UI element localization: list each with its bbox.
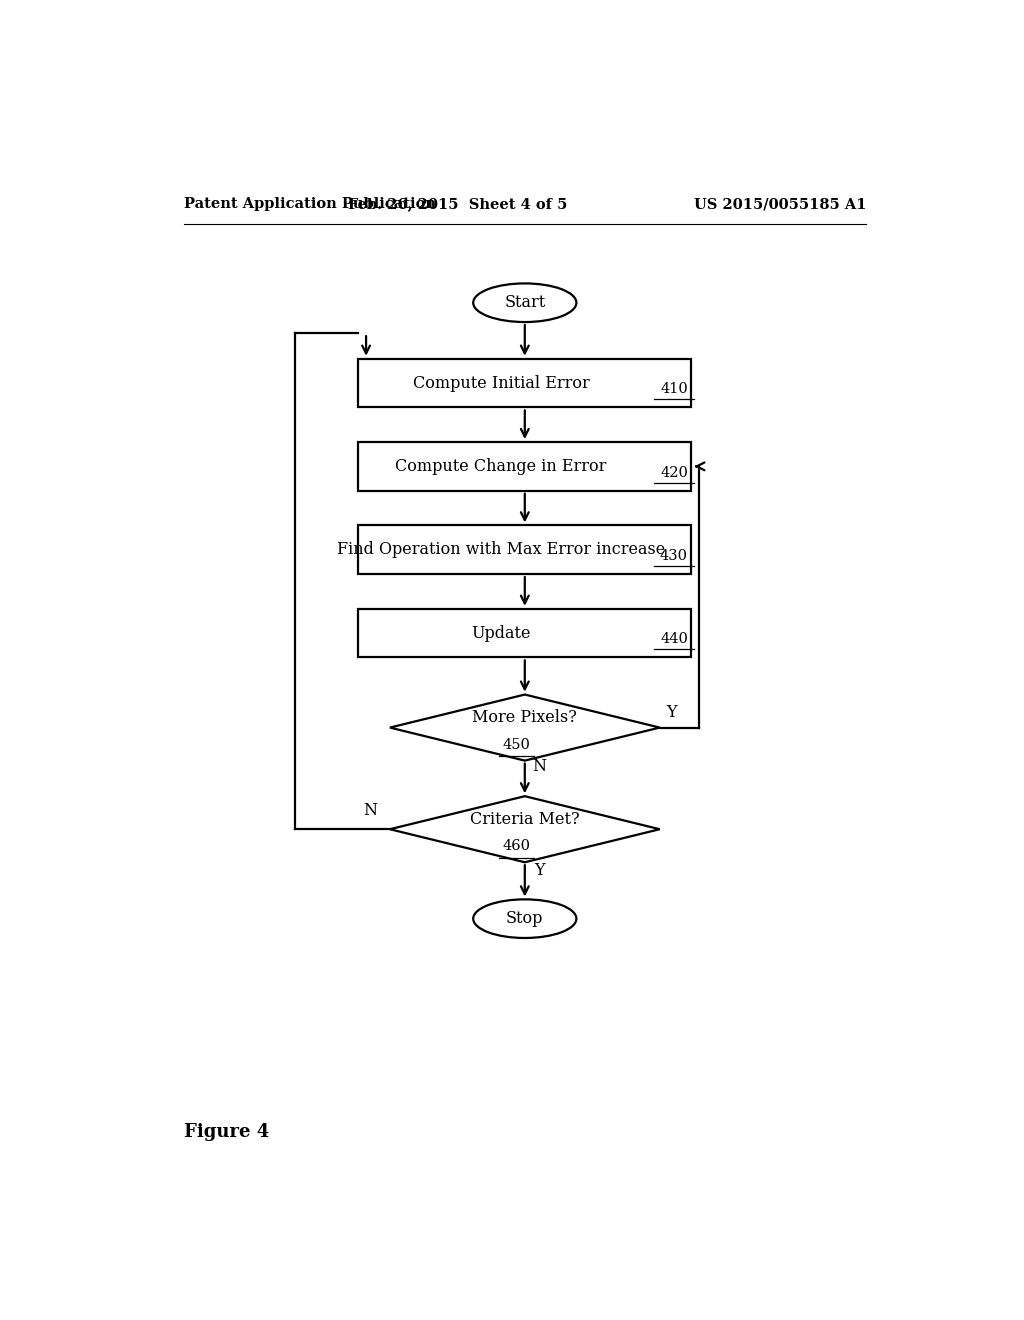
Text: Patent Application Publication: Patent Application Publication: [183, 197, 435, 211]
Text: Compute Change in Error: Compute Change in Error: [395, 458, 606, 475]
Bar: [358, 525, 691, 574]
Text: Feb. 26, 2015  Sheet 4 of 5: Feb. 26, 2015 Sheet 4 of 5: [348, 197, 567, 211]
Ellipse shape: [473, 899, 577, 939]
Bar: [358, 442, 691, 491]
Text: Start: Start: [504, 294, 546, 312]
Bar: [358, 359, 691, 408]
Text: Stop: Stop: [506, 911, 544, 927]
Text: 440: 440: [660, 632, 688, 647]
Text: Y: Y: [667, 704, 677, 721]
Text: 410: 410: [660, 383, 688, 396]
Text: Figure 4: Figure 4: [183, 1123, 269, 1140]
Text: N: N: [364, 803, 377, 820]
Ellipse shape: [473, 284, 577, 322]
Text: More Pixels?: More Pixels?: [472, 709, 578, 726]
Text: Criteria Met?: Criteria Met?: [470, 810, 580, 828]
Text: US 2015/0055185 A1: US 2015/0055185 A1: [693, 197, 866, 211]
Polygon shape: [390, 796, 659, 862]
Text: 460: 460: [503, 840, 530, 854]
Text: Find Operation with Max Error increase: Find Operation with Max Error increase: [337, 541, 666, 558]
Polygon shape: [390, 694, 659, 760]
Text: 430: 430: [660, 549, 688, 562]
Bar: [358, 609, 691, 657]
Text: 420: 420: [660, 466, 688, 479]
Text: Y: Y: [534, 862, 545, 879]
Text: Compute Initial Error: Compute Initial Error: [413, 375, 590, 392]
Text: 450: 450: [503, 738, 530, 752]
Text: Update: Update: [471, 624, 530, 642]
Text: N: N: [532, 758, 546, 775]
